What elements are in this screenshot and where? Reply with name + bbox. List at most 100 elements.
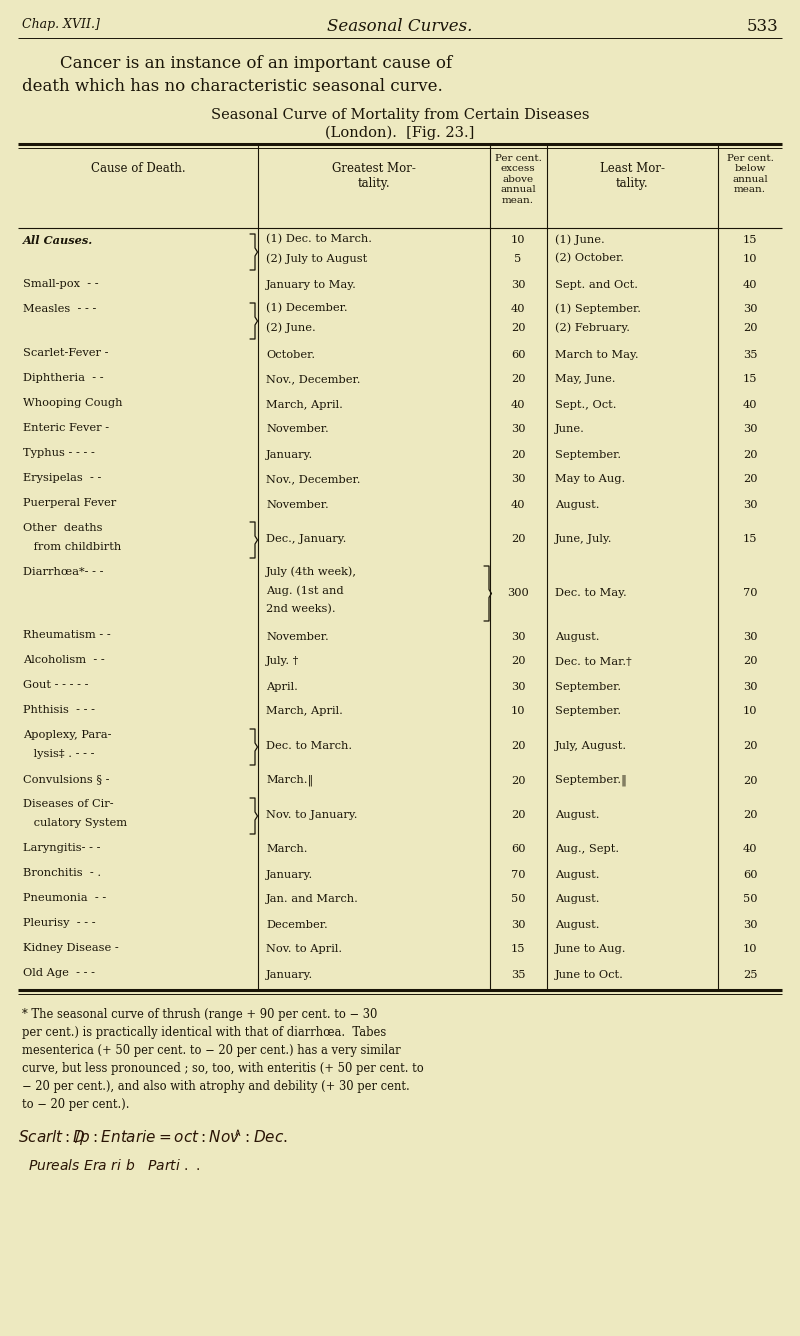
Text: 10: 10: [742, 707, 758, 716]
Text: 30: 30: [510, 919, 526, 930]
Text: 20: 20: [742, 656, 758, 667]
Text: March, April.: March, April.: [266, 399, 343, 410]
Text: (1) June.: (1) June.: [555, 234, 605, 244]
Text: June.: June.: [555, 425, 585, 434]
Text: March.‖: March.‖: [266, 775, 314, 787]
Text: October.: October.: [266, 350, 315, 359]
Text: Nov. to January.: Nov. to January.: [266, 810, 358, 820]
Text: July (4th week),: July (4th week),: [266, 566, 357, 577]
Text: Dec. to Mar.†: Dec. to Mar.†: [555, 656, 632, 667]
Text: Whooping Cough: Whooping Cough: [23, 398, 122, 407]
Text: September.: September.: [555, 449, 621, 460]
Text: Diarrhœa*- - -: Diarrhœa*- - -: [23, 566, 103, 577]
Text: (London).  [Fig. 23.]: (London). [Fig. 23.]: [326, 126, 474, 140]
Text: 10: 10: [510, 707, 526, 716]
Text: 20: 20: [742, 810, 758, 820]
Text: − 20 per cent.), and also with atrophy and debility (+ 30 per cent.: − 20 per cent.), and also with atrophy a…: [22, 1079, 410, 1093]
Text: Measles  - - -: Measles - - -: [23, 305, 96, 314]
Text: Other  deaths: Other deaths: [23, 522, 102, 533]
Text: (2) October.: (2) October.: [555, 253, 624, 263]
Text: 20: 20: [510, 741, 526, 751]
Text: 30: 30: [510, 681, 526, 692]
Text: Pleurisy  - - -: Pleurisy - - -: [23, 918, 96, 929]
Text: Diseases of Cir-: Diseases of Cir-: [23, 799, 114, 810]
Text: Apoplexy, Para-: Apoplexy, Para-: [23, 729, 111, 740]
Text: July, August.: July, August.: [555, 741, 627, 751]
Text: Aug. (1st and: Aug. (1st and: [266, 585, 344, 596]
Text: 300: 300: [507, 588, 529, 597]
Text: September.: September.: [555, 681, 621, 692]
Text: Sept., Oct.: Sept., Oct.: [555, 399, 617, 410]
Text: 20: 20: [510, 374, 526, 385]
Text: 60: 60: [510, 844, 526, 855]
Text: April.: April.: [266, 681, 298, 692]
Text: to − 20 per cent.).: to − 20 per cent.).: [22, 1098, 130, 1112]
Text: 20: 20: [510, 810, 526, 820]
Text: May, June.: May, June.: [555, 374, 615, 385]
Text: 5: 5: [514, 254, 522, 265]
Text: August.: August.: [555, 632, 599, 641]
Text: (1) December.: (1) December.: [266, 303, 348, 314]
Text: July. †: July. †: [266, 656, 299, 667]
Text: Puerperal Fever: Puerperal Fever: [23, 498, 116, 508]
Text: 20: 20: [742, 741, 758, 751]
Text: Per cent.
excess
above
annual
mean.: Per cent. excess above annual mean.: [494, 154, 542, 204]
Text: (1) Dec. to March.: (1) Dec. to March.: [266, 234, 372, 244]
Text: culatory System: culatory System: [30, 818, 127, 828]
Text: 15: 15: [742, 534, 758, 544]
Text: September.: September.: [555, 707, 621, 716]
Text: 20: 20: [510, 323, 526, 333]
Text: March.: March.: [266, 844, 307, 855]
Text: Old Age  - - -: Old Age - - -: [23, 969, 95, 978]
Text: per cent.) is practically identical with that of diarrhœa.  Tabes: per cent.) is practically identical with…: [22, 1026, 386, 1039]
Text: November.: November.: [266, 425, 329, 434]
Text: Typhus - - - -: Typhus - - - -: [23, 448, 95, 458]
Text: Nov., December.: Nov., December.: [266, 474, 361, 485]
Text: Convulsions § -: Convulsions § -: [23, 774, 110, 784]
Text: August.: August.: [555, 810, 599, 820]
Text: 30: 30: [510, 281, 526, 290]
Text: 30: 30: [742, 425, 758, 434]
Text: 20: 20: [510, 775, 526, 786]
Text: Nov., December.: Nov., December.: [266, 374, 361, 385]
Text: 20: 20: [742, 775, 758, 786]
Text: 30: 30: [742, 305, 758, 314]
Text: June to Oct.: June to Oct.: [555, 970, 624, 979]
Text: Dec. to March.: Dec. to March.: [266, 741, 352, 751]
Text: January to May.: January to May.: [266, 281, 357, 290]
Text: Scarlet-Fever -: Scarlet-Fever -: [23, 347, 109, 358]
Text: $\mathit{Pureals\ Era\ ri\ b\ \ \ Parti\ .\ .}$: $\mathit{Pureals\ Era\ ri\ b\ \ \ Parti\…: [28, 1158, 200, 1173]
Text: 533: 533: [746, 17, 778, 35]
Text: August.: August.: [555, 895, 599, 904]
Text: 40: 40: [510, 399, 526, 410]
Text: August.: August.: [555, 500, 599, 509]
Text: November.: November.: [266, 500, 329, 509]
Text: 20: 20: [510, 656, 526, 667]
Text: 10: 10: [742, 945, 758, 954]
Text: November.: November.: [266, 632, 329, 641]
Text: January.: January.: [266, 870, 314, 879]
Text: mesenterica (+ 50 per cent. to − 20 per cent.) has a very similar: mesenterica (+ 50 per cent. to − 20 per …: [22, 1043, 401, 1057]
Text: 30: 30: [742, 681, 758, 692]
Text: January.: January.: [266, 970, 314, 979]
Text: Enteric Fever -: Enteric Fever -: [23, 424, 109, 433]
Text: (2) July to August: (2) July to August: [266, 253, 367, 263]
Text: Per cent.
below
annual
mean.: Per cent. below annual mean.: [726, 154, 774, 194]
Text: 50: 50: [742, 895, 758, 904]
Text: death which has no characteristic seasonal curve.: death which has no characteristic season…: [22, 77, 442, 95]
Text: Jan. and March.: Jan. and March.: [266, 895, 359, 904]
Text: Bronchitis  - .: Bronchitis - .: [23, 868, 101, 878]
Text: August.: August.: [555, 919, 599, 930]
Text: 30: 30: [742, 919, 758, 930]
Text: Aug., Sept.: Aug., Sept.: [555, 844, 619, 855]
Text: 70: 70: [742, 588, 758, 597]
Text: (2) June.: (2) June.: [266, 322, 316, 333]
Text: 15: 15: [742, 235, 758, 244]
Text: Alcoholism  - -: Alcoholism - -: [23, 655, 105, 665]
Text: Dec., January.: Dec., January.: [266, 534, 346, 544]
Text: Rheumatism - -: Rheumatism - -: [23, 631, 110, 640]
Text: 20: 20: [742, 323, 758, 333]
Text: 40: 40: [742, 281, 758, 290]
Text: Gout - - - - -: Gout - - - - -: [23, 680, 89, 689]
Text: 30: 30: [510, 632, 526, 641]
